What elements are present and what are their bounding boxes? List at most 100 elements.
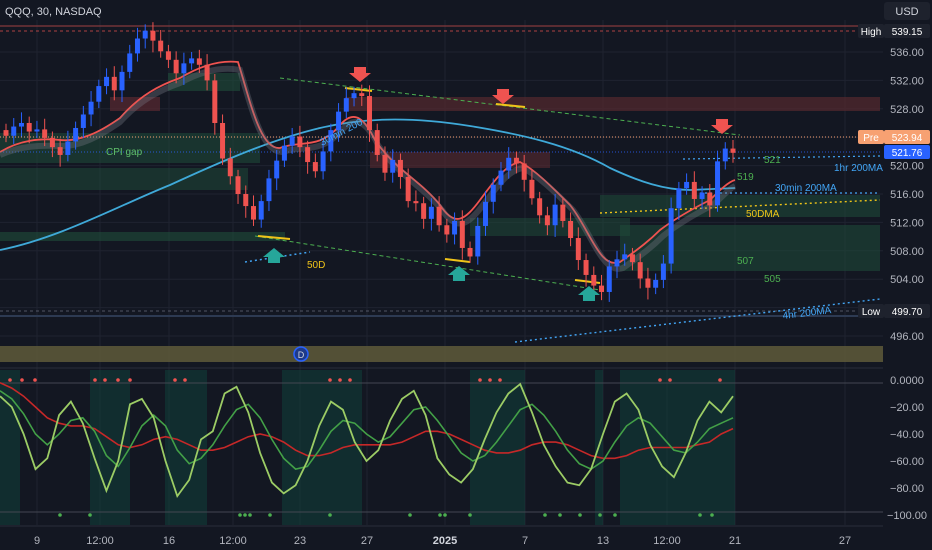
price-tick-label: 516.00 xyxy=(890,189,924,201)
osc-oversold-dot xyxy=(698,513,702,517)
yellow-mark-3 xyxy=(257,235,291,240)
osc-zone-4 xyxy=(282,370,362,525)
candle-body xyxy=(668,208,674,264)
zone-cpi-gap xyxy=(0,133,260,163)
label-521: 521 xyxy=(764,155,781,166)
candle-body xyxy=(560,204,566,221)
osc-oversold-dot xyxy=(58,513,62,517)
osc-tick-label: −80.00 xyxy=(890,483,924,495)
time-axis[interactable]: 9 12:00 16 12:00 23 27 2025 7 13 12:00 2… xyxy=(34,535,851,547)
time-label-1200c: 12:00 xyxy=(653,535,681,547)
candle-body xyxy=(568,220,574,239)
candle-body xyxy=(614,259,620,267)
candle-body xyxy=(645,278,651,288)
time-label-2025: 2025 xyxy=(433,535,457,547)
osc-oversold-dot xyxy=(438,513,442,517)
osc-overbought-dot xyxy=(328,378,332,382)
candle-body xyxy=(684,181,690,189)
candle-body xyxy=(730,148,736,153)
candle-body xyxy=(591,274,597,286)
sell-arrow-1 xyxy=(349,67,371,82)
osc-overbought-dot xyxy=(718,378,722,382)
candle-body xyxy=(212,80,218,123)
candle-body xyxy=(289,136,295,146)
osc-tick-label: 0.0000 xyxy=(890,375,924,387)
yellow-mark-4 xyxy=(444,258,471,263)
candle-body xyxy=(250,206,256,220)
candle-body xyxy=(104,76,110,87)
candle-body xyxy=(421,203,427,219)
low-price: 499.70 xyxy=(892,307,923,318)
time-label-7: 7 xyxy=(522,535,528,547)
osc-oversold-dot xyxy=(88,513,92,517)
candle-body xyxy=(34,129,40,132)
signal-arrows xyxy=(263,67,733,301)
candle-body xyxy=(88,101,94,115)
candle-body xyxy=(599,285,605,292)
dividend-event-marker[interactable]: D xyxy=(293,346,309,362)
candle-body xyxy=(343,98,349,112)
candle-body xyxy=(653,279,659,288)
candle-body xyxy=(173,59,179,74)
osc-tick-label: −100.00 xyxy=(887,510,927,522)
high-price: 539.15 xyxy=(892,27,923,38)
candle-body xyxy=(629,254,635,263)
time-label-1200a: 12:00 xyxy=(86,535,114,547)
pre-label-bg xyxy=(858,130,884,144)
zone-green-top xyxy=(168,73,240,91)
label-1hr-200ma: 1hr 200MA xyxy=(834,163,883,174)
osc-oversold-dot xyxy=(613,513,617,517)
blue-dotted-4hr xyxy=(514,298,881,343)
osc-overbought-dot xyxy=(668,378,672,382)
label-30min-200ma: 30min 200MA xyxy=(775,183,837,194)
candle-body xyxy=(506,157,512,171)
price-axis-bg xyxy=(883,0,932,550)
oscillator-axis[interactable]: 0.0000 −20.00 −40.00 −60.00 −80.00 −100.00 xyxy=(887,375,927,522)
candle-body xyxy=(274,160,280,179)
zone-low-line xyxy=(0,315,883,317)
last-price-bg xyxy=(884,145,930,159)
osc-overbought-dot xyxy=(488,378,492,382)
candle-body xyxy=(544,215,550,226)
candle-body xyxy=(220,123,226,159)
candle-body xyxy=(622,254,628,260)
sell-arrow-3 xyxy=(711,119,733,134)
candle-body xyxy=(57,147,63,155)
candle-body xyxy=(18,123,24,127)
ma-200-blue xyxy=(0,118,736,251)
candle-body xyxy=(475,225,481,257)
osc-oversold-dot xyxy=(710,513,714,517)
candle-body xyxy=(428,206,434,219)
label-50dma: 50DMA xyxy=(746,209,780,220)
candle-body xyxy=(413,201,419,204)
low-price-bg xyxy=(884,304,930,318)
dividend-event-circle[interactable] xyxy=(293,346,309,362)
blue-dotted-left xyxy=(244,251,311,263)
candle-body xyxy=(498,170,504,185)
candle-body xyxy=(204,64,210,81)
candle-body xyxy=(374,130,380,155)
buy-arrow-1 xyxy=(263,248,285,263)
time-label-16: 16 xyxy=(163,535,175,547)
price-axis[interactable]: 496.00500.00504.00508.00512.00516.00520.… xyxy=(890,47,924,343)
candle-body xyxy=(382,154,388,173)
currency-button[interactable]: USD xyxy=(895,6,918,18)
dividend-event-letter: D xyxy=(298,350,305,360)
zone-green-low xyxy=(0,232,285,241)
candle-body xyxy=(552,204,558,226)
candle-body xyxy=(258,201,264,220)
label-cpi-gap: CPI gap xyxy=(106,147,143,158)
candle-body xyxy=(606,266,612,292)
price-tick-label: 520.00 xyxy=(890,161,924,173)
candle-body xyxy=(676,188,682,209)
currency-button-bg[interactable] xyxy=(884,2,930,20)
label-507: 507 xyxy=(737,256,754,267)
symbol-title[interactable]: QQQ, 30, NASDAQ xyxy=(5,6,102,18)
candle-body xyxy=(49,137,55,148)
trend-lines xyxy=(0,30,881,343)
candle-body xyxy=(328,130,334,152)
candle-body xyxy=(722,148,728,162)
pre-label: Pre xyxy=(863,133,879,144)
candle-body xyxy=(142,30,148,39)
